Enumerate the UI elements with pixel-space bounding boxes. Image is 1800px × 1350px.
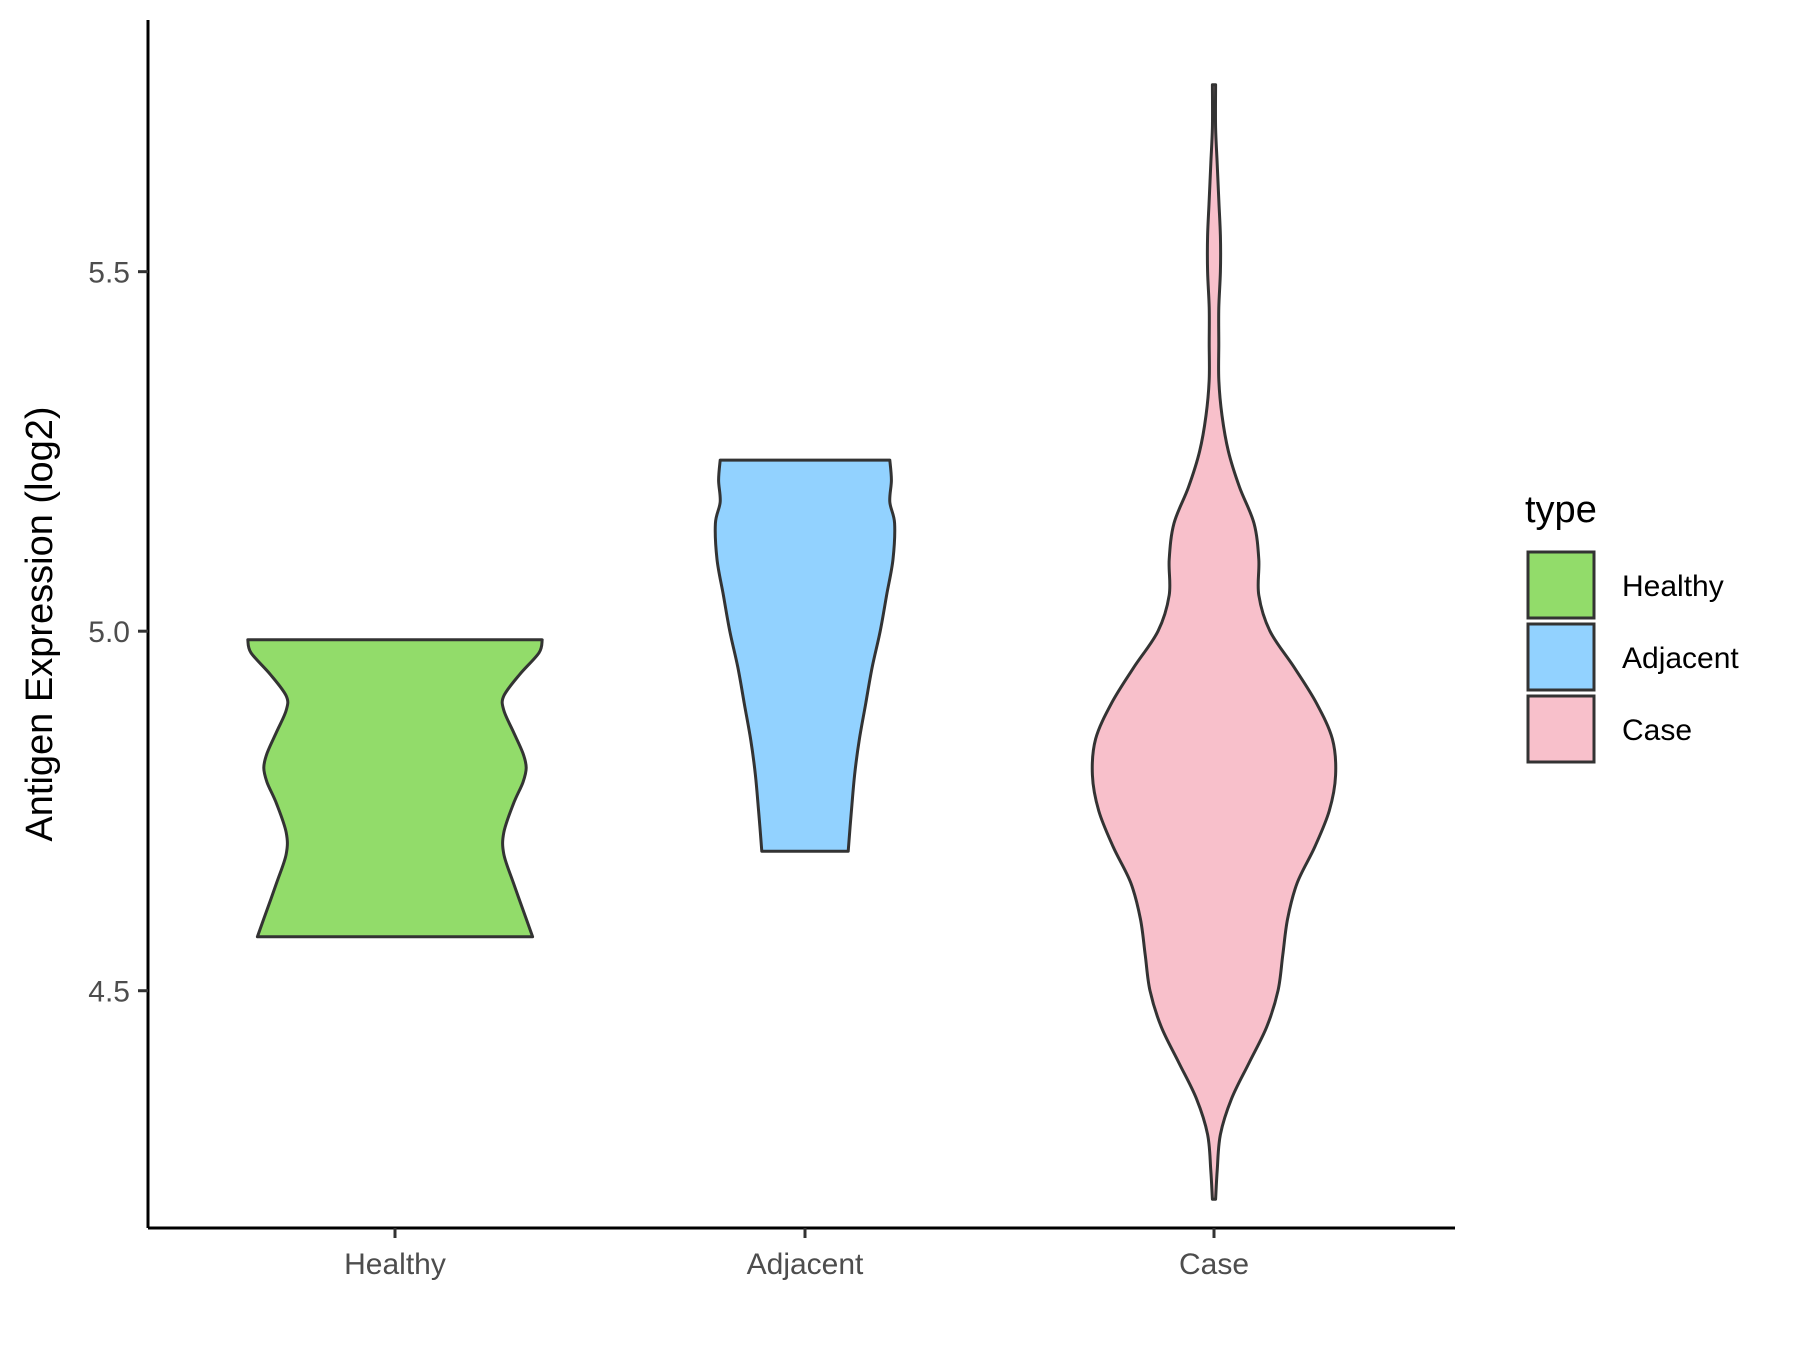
y-tick-label: 4.5 [88,976,130,1009]
legend-title: type [1525,489,1597,531]
y-axis-title: Antigen Expression (log2) [19,406,61,841]
legend-label-adjacent: Adjacent [1622,642,1739,675]
violins [246,83,1338,1201]
y-ticks: 4.5 5.0 5.5 [88,257,148,1009]
legend: type Healthy Adjacent Case [1525,489,1739,764]
legend-entries: Healthy Adjacent Case [1526,550,1739,764]
legend-swatch-healthy [1526,550,1596,620]
y-tick-label: 5.5 [88,257,130,290]
legend-swatch-case [1526,694,1596,764]
violin-healthy [246,638,544,939]
violin-case [1090,83,1338,1201]
x-tick-label: Healthy [344,1248,446,1281]
axes: 4.5 5.0 5.5 Healthy Adjacent Case [88,20,1455,1281]
x-ticks: Healthy Adjacent Case [344,1228,1249,1281]
y-tick-label: 5.0 [88,616,130,649]
x-tick-label: Adjacent [747,1248,864,1281]
violin-adjacent [713,458,897,853]
legend-swatch-adjacent [1526,622,1596,692]
legend-label-case: Case [1622,714,1692,747]
x-tick-label: Case [1179,1248,1249,1281]
legend-label-healthy: Healthy [1622,570,1724,603]
